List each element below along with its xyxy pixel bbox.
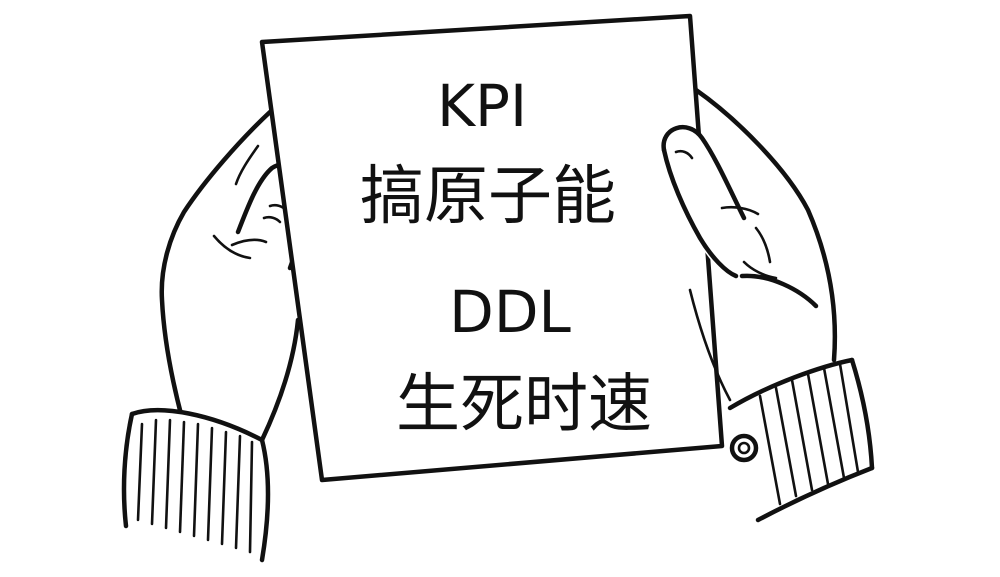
sign-line-atomic: 搞原子能	[360, 160, 616, 234]
cuff-button-icon	[729, 433, 759, 463]
right-sleeve-cuff	[727, 357, 875, 523]
right-hand	[661, 87, 838, 422]
sign-line-kpi: KPI	[437, 72, 527, 140]
sign-line-speed: 生死时速	[396, 368, 652, 442]
paper-sign: KPI 搞原子能 DDL 生死时速	[259, 13, 725, 483]
sign-line-ddl: DDL	[449, 278, 571, 346]
left-sleeve-cuff	[121, 407, 271, 563]
